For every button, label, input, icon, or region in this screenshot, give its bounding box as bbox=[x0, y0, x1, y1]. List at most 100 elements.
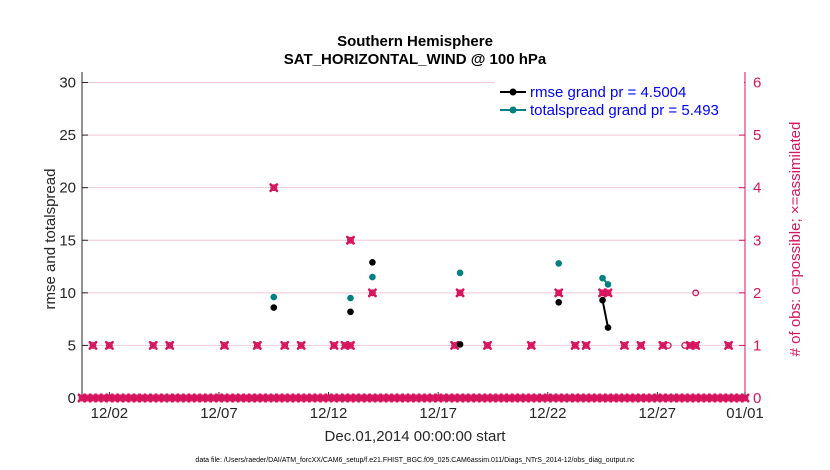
y-axis-label: rmse and totalspread bbox=[42, 169, 59, 310]
totalspread-point bbox=[456, 269, 464, 277]
chart-title-line-2: SAT_HORIZONTAL_WIND @ 100 hPa bbox=[284, 51, 547, 68]
legend-spread-label: totalspread grand pr = 5.493 bbox=[530, 102, 719, 119]
x-tick-label: 12/27 bbox=[639, 405, 677, 422]
tick-labels: 0 5 10 15 20 25 30 0 1 2 3 4 5 6 12/02 12/07 12/12 12/17 1… bbox=[59, 75, 763, 422]
x-tick-label: 12/22 bbox=[529, 405, 567, 422]
grid-lines bbox=[82, 82, 745, 346]
rmse-point bbox=[347, 308, 354, 316]
obs-assimilated-marker bbox=[482, 340, 492, 350]
obs-possible-marker bbox=[725, 341, 733, 349]
obs-possible-marker bbox=[692, 341, 700, 349]
totalspread-point bbox=[347, 294, 354, 302]
obs-possible-marker bbox=[297, 341, 305, 349]
legend-rmse-marker bbox=[509, 88, 517, 96]
obs-assimilated-marker bbox=[345, 235, 355, 245]
y2-tick-label: 1 bbox=[753, 337, 761, 354]
y-tick-label: 10 bbox=[59, 285, 76, 302]
obs-assimilated-marker bbox=[345, 340, 355, 350]
obs-assimilated-marker bbox=[691, 340, 701, 350]
y-tick-label: 0 bbox=[68, 390, 76, 407]
obs-assimilated-marker bbox=[526, 340, 536, 350]
obs-possible-marker bbox=[347, 341, 354, 349]
obs-possible-marker bbox=[330, 341, 338, 349]
obs-count-markers bbox=[77, 183, 750, 403]
x-tick-label: 12/17 bbox=[419, 405, 457, 422]
y-tick-label: 15 bbox=[59, 232, 76, 249]
obs-possible-marker bbox=[692, 289, 700, 297]
obs-assimilated-marker bbox=[296, 340, 306, 350]
y-tick-label: 25 bbox=[59, 127, 76, 144]
axes bbox=[81, 72, 746, 399]
legend-box bbox=[494, 80, 744, 120]
obs-possible-marker bbox=[456, 289, 464, 297]
y2-tick-label: 6 bbox=[753, 75, 761, 92]
y-tick-label: 20 bbox=[59, 180, 76, 197]
obs-assimilated-marker bbox=[603, 288, 613, 298]
obs-assimilated-marker bbox=[740, 393, 750, 403]
obs-assimilated-marker bbox=[252, 340, 262, 350]
obs-assimilated-marker bbox=[269, 183, 279, 193]
obs-assimilated-marker bbox=[367, 288, 377, 298]
y-tick-label: 30 bbox=[59, 75, 76, 92]
legend: rmse grand pr = 4.5004 totalspread grand… bbox=[494, 80, 744, 120]
obs-assimilated-marker bbox=[554, 288, 564, 298]
obs-assimilated-marker bbox=[104, 340, 114, 350]
legend-rmse-label: rmse grand pr = 4.5004 bbox=[530, 84, 686, 101]
y-tick-label: 5 bbox=[68, 337, 76, 354]
obs-assimilated-marker bbox=[329, 340, 339, 350]
series-lines bbox=[270, 259, 612, 348]
y2-tick-label: 2 bbox=[753, 285, 761, 302]
y2-tick-label: 0 bbox=[753, 390, 761, 407]
obs-possible-marker bbox=[166, 341, 174, 349]
legend-spread-marker bbox=[509, 106, 517, 114]
obs-assimilated-marker bbox=[280, 340, 290, 350]
y2-tick-label: 4 bbox=[753, 180, 761, 197]
obs-assimilated-marker bbox=[88, 340, 98, 350]
chart-title-line-1: Southern Hemisphere bbox=[337, 33, 493, 50]
obs-possible-marker bbox=[604, 289, 612, 297]
rmse-point bbox=[555, 299, 563, 306]
obs-assimilated-marker bbox=[724, 340, 734, 350]
obs-assimilated-marker bbox=[619, 340, 629, 350]
obs-assimilated-marker bbox=[148, 340, 158, 350]
obs-possible-marker bbox=[270, 184, 278, 192]
obs-possible-marker bbox=[368, 289, 376, 297]
obs-possible-marker bbox=[347, 236, 354, 244]
x-tick-label: 12/07 bbox=[200, 405, 238, 422]
totalspread-point bbox=[599, 274, 606, 282]
obs-assimilated-marker bbox=[165, 340, 175, 350]
obs-possible-marker bbox=[221, 341, 228, 349]
obs-possible-marker bbox=[741, 394, 749, 402]
footnote-data-file: data file: /Users/raeder/DAI/ATM_forcXX/… bbox=[195, 457, 635, 464]
x-tick-label: 12/12 bbox=[310, 405, 348, 422]
rmse-point bbox=[369, 259, 376, 266]
obs-possible-marker bbox=[621, 341, 628, 349]
obs-assimilated-marker bbox=[455, 288, 465, 298]
x-tick-label: 01/01 bbox=[726, 405, 764, 422]
obs-assimilated-marker bbox=[219, 340, 229, 350]
rmse-point bbox=[270, 304, 278, 311]
obs-possible-marker bbox=[571, 341, 579, 349]
obs-assimilated-marker bbox=[570, 340, 580, 350]
obs-possible-marker bbox=[281, 341, 289, 349]
y2-tick-label: 3 bbox=[753, 232, 761, 249]
x-tick-label: 12/02 bbox=[91, 405, 129, 422]
y2-tick-label: 5 bbox=[753, 127, 761, 144]
rmse-point bbox=[456, 341, 464, 348]
obs-possible-marker bbox=[253, 341, 261, 349]
obs-possible-marker bbox=[555, 289, 563, 297]
obs-possible-marker bbox=[89, 341, 97, 349]
totalspread-point bbox=[555, 260, 563, 267]
obs-possible-marker bbox=[105, 341, 113, 349]
rmse-point bbox=[604, 324, 612, 331]
y2-axis-label: # of obs: o=possible; ×=assimilated bbox=[787, 122, 804, 357]
obs-assimilated-marker bbox=[658, 340, 668, 350]
obs-possible-marker bbox=[664, 341, 672, 349]
totalspread-point bbox=[270, 293, 278, 301]
obs-assimilated-marker bbox=[581, 340, 591, 350]
totalspread-point bbox=[369, 273, 376, 281]
obs-assimilated-marker bbox=[636, 340, 646, 350]
obs-assimilated-marker bbox=[450, 340, 460, 350]
rmse-point bbox=[599, 296, 606, 304]
